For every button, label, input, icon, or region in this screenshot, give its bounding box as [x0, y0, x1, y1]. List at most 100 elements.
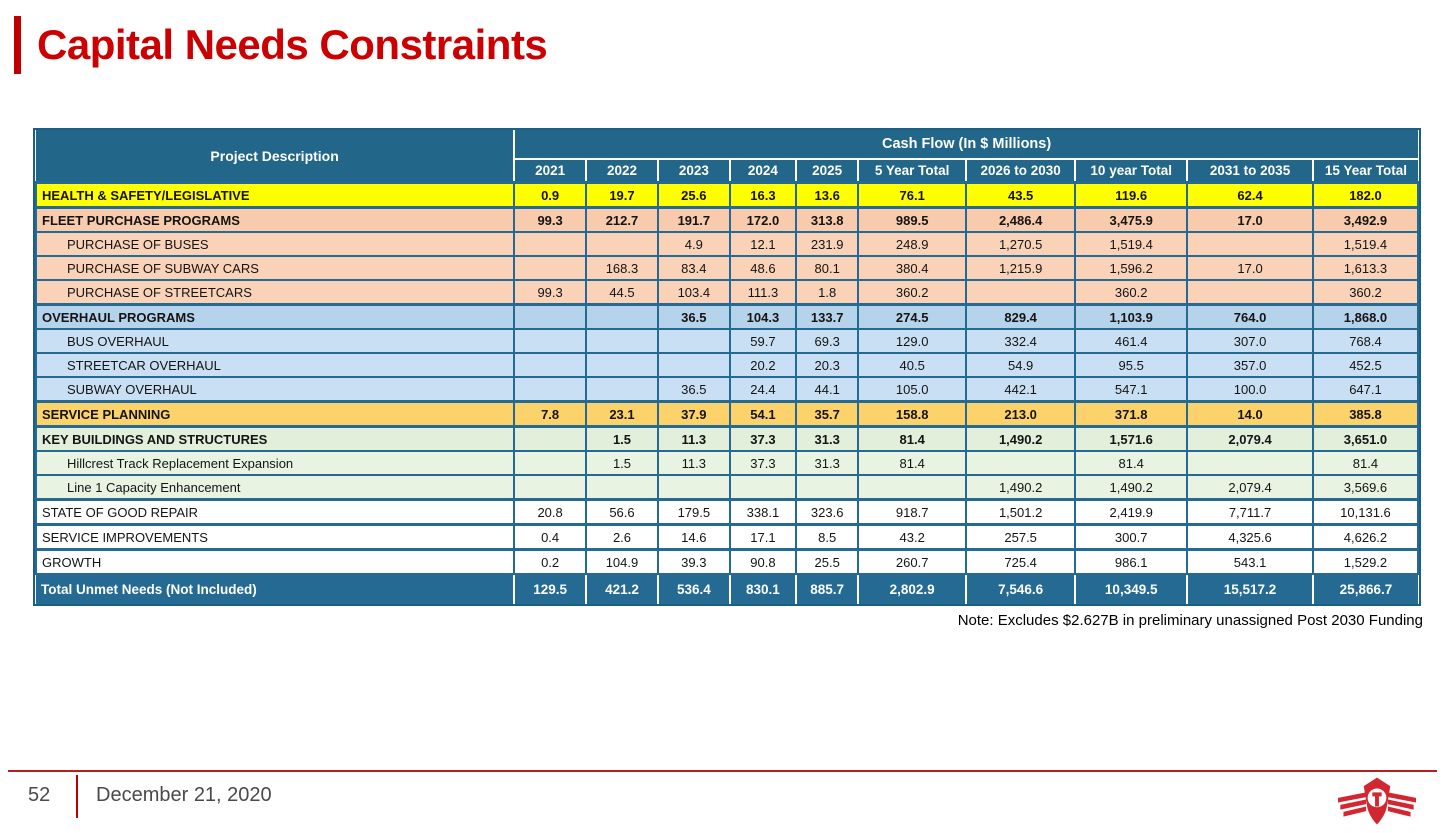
- cell-value: [585, 303, 659, 330]
- cell-value: 2.6: [585, 523, 659, 551]
- row-label: Hillcrest Track Replacement Expansion: [34, 450, 516, 476]
- cell-value: 371.8: [1074, 400, 1189, 428]
- cell-value: 44.5: [585, 279, 659, 306]
- table-note: Note: Excludes $2.627B in preliminary un…: [957, 612, 1423, 629]
- cell-value: 129.5: [513, 573, 588, 604]
- cell-value: 25,866.7: [1311, 573, 1418, 604]
- cell-value: 1.5: [585, 450, 659, 476]
- cell-value: 59.7: [728, 328, 798, 354]
- cell-value: 19.7: [585, 181, 659, 209]
- table-row: Hillcrest Track Replacement Expansion 1.5…: [34, 450, 1420, 476]
- cell-value: 1,868.0: [1311, 303, 1420, 330]
- cell-value: 307.0: [1186, 328, 1314, 354]
- cell-value: [585, 231, 659, 257]
- table-row: PURCHASE OF SUBWAY CARS 168.3 83.4 48.6 80.1…: [34, 255, 1420, 281]
- cell-value: 2,419.9: [1074, 498, 1189, 526]
- footer-date: December 21, 2020: [96, 784, 272, 806]
- cell-value: 81.4: [1311, 450, 1420, 476]
- cell-value: 3,475.9: [1074, 206, 1189, 233]
- cell-value: 248.9: [857, 231, 968, 257]
- table-row: STATE OF GOOD REPAIR 20.8 56.6 179.5 338.1 32…: [34, 498, 1420, 526]
- cell-value: 1,490.2: [965, 425, 1077, 452]
- cell-value: [513, 255, 588, 281]
- cell-value: 25.5: [795, 548, 860, 575]
- cell-value: 20.8: [513, 498, 588, 526]
- cell-value: [795, 474, 860, 501]
- cell-value: 1,519.4: [1311, 231, 1420, 257]
- cell-value: 69.3: [795, 328, 860, 354]
- cell-value: 99.3: [513, 279, 588, 306]
- cell-value: 547.1: [1074, 376, 1189, 403]
- cell-value: 768.4: [1311, 328, 1420, 354]
- row-label: SUBWAY OVERHAUL: [34, 376, 516, 403]
- cell-value: 62.4: [1186, 181, 1314, 209]
- row-label: STREETCAR OVERHAUL: [34, 352, 516, 378]
- row-label: SERVICE IMPROVEMENTS: [34, 523, 516, 551]
- row-label: BUS OVERHAUL: [34, 328, 516, 354]
- cell-value: 918.7: [857, 498, 968, 526]
- cell-value: 7,711.7: [1186, 498, 1314, 526]
- cell-value: 23.1: [585, 400, 659, 428]
- table-row: KEY BUILDINGS AND STRUCTURES 1.5 11.3 37.3 3…: [34, 425, 1420, 452]
- column-header-2022: 2022: [585, 158, 659, 184]
- cell-value: 99.3: [513, 206, 588, 233]
- cell-value: 1,490.2: [1074, 474, 1189, 501]
- cell-value: 1,501.2: [965, 498, 1077, 526]
- row-label: Line 1 Capacity Enhancement: [34, 474, 516, 501]
- cell-value: [513, 303, 588, 330]
- cell-value: 2,802.9: [857, 573, 968, 604]
- column-header-project-description: Project Description: [36, 130, 516, 184]
- cell-value: 14.0: [1186, 400, 1314, 428]
- cell-value: 323.6: [795, 498, 860, 526]
- column-header-2031-to-2035: 2031 to 2035: [1186, 158, 1314, 184]
- cell-value: 31.3: [795, 450, 860, 476]
- cell-value: 17.0: [1186, 206, 1314, 233]
- row-label: GROWTH: [34, 548, 516, 575]
- cell-value: 172.0: [728, 206, 798, 233]
- cell-value: 1,215.9: [965, 255, 1077, 281]
- cell-value: 2,486.4: [965, 206, 1077, 233]
- table-row: HEALTH & SAFETY/LEGISLATIVE 0.9 19.7 25.6 16…: [34, 181, 1420, 209]
- cell-value: 104.9: [585, 548, 659, 575]
- cell-value: 10,131.6: [1311, 498, 1420, 526]
- cell-value: 36.5: [656, 303, 731, 330]
- cell-value: 17.0: [1186, 255, 1314, 281]
- cell-value: 129.0: [857, 328, 968, 354]
- table-row: SERVICE PLANNING 7.8 23.1 37.9 54.1 35.7 158.8…: [34, 400, 1420, 428]
- cell-value: 8.5: [795, 523, 860, 551]
- cell-value: 81.4: [857, 425, 968, 452]
- cell-value: 3,651.0: [1311, 425, 1420, 452]
- cell-value: 100.0: [1186, 376, 1314, 403]
- cell-value: 2,079.4: [1186, 474, 1314, 501]
- cell-value: 764.0: [1186, 303, 1314, 330]
- cell-value: 0.4: [513, 523, 588, 551]
- cell-value: [513, 376, 588, 403]
- cell-value: 40.5: [857, 352, 968, 378]
- capital-needs-table: Project Description Cash Flow (In $ Mill…: [33, 128, 1421, 606]
- cell-value: 360.2: [1074, 279, 1189, 306]
- cell-value: 3,492.9: [1311, 206, 1420, 233]
- table-row: Line 1 Capacity Enhancement 1,490.2 1,490.…: [34, 474, 1420, 501]
- cell-value: 212.7: [585, 206, 659, 233]
- cell-value: 16.3: [728, 181, 798, 209]
- cell-value: [513, 328, 588, 354]
- cell-value: 452.5: [1311, 352, 1420, 378]
- cell-value: [1186, 231, 1314, 257]
- table-row: PURCHASE OF STREETCARS 99.3 44.5 103.4 111.3…: [34, 279, 1420, 306]
- footer-vertical-divider: [76, 775, 78, 818]
- table-row: BUS OVERHAUL 59.7 69.3 129.0 332.4 461.4 307.0…: [34, 328, 1420, 354]
- cell-value: [656, 352, 731, 378]
- cell-value: 385.8: [1311, 400, 1420, 428]
- row-label: KEY BUILDINGS AND STRUCTURES: [34, 425, 516, 452]
- footer-divider-line: [8, 770, 1437, 772]
- cell-value: 0.2: [513, 548, 588, 575]
- column-header-2023: 2023: [656, 158, 731, 184]
- cell-value: 43.5: [965, 181, 1077, 209]
- cell-value: 11.3: [656, 450, 731, 476]
- cell-value: [513, 352, 588, 378]
- cell-value: 13.6: [795, 181, 860, 209]
- cell-value: [585, 474, 659, 501]
- cell-value: [513, 231, 588, 257]
- cell-value: 12.1: [728, 231, 798, 257]
